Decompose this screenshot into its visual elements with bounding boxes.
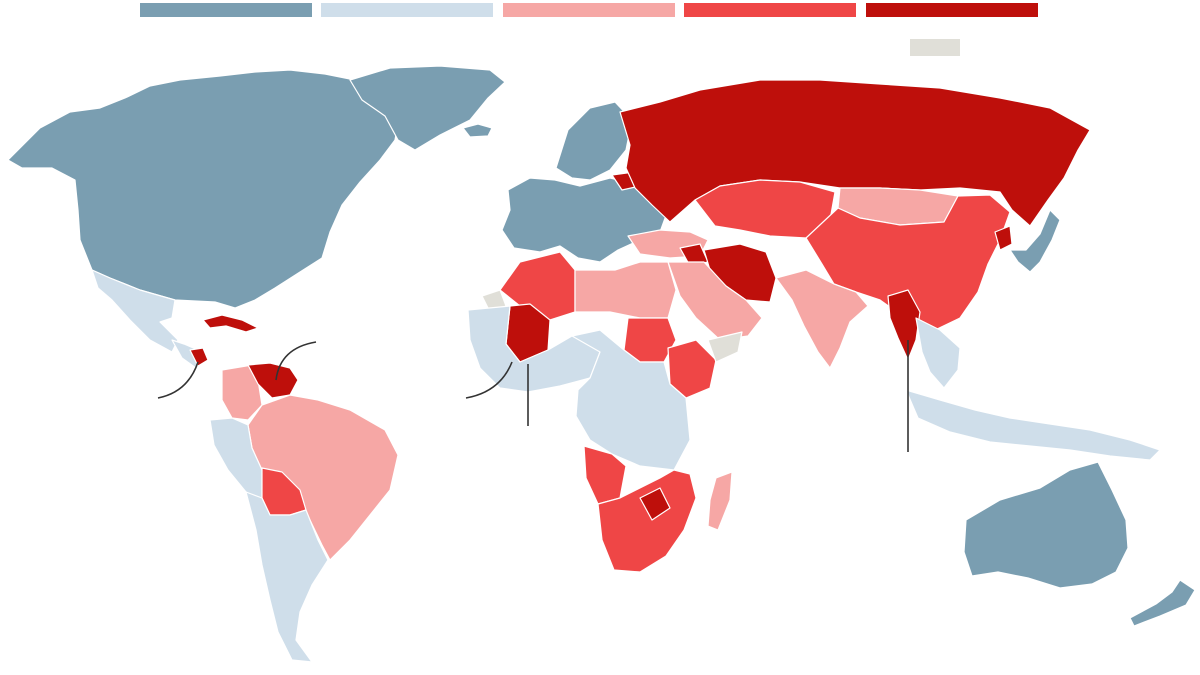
indonesia[interactable] <box>905 389 1161 461</box>
north-america[interactable] <box>7 69 401 309</box>
legend-swatch-4 <box>684 3 856 17</box>
callout-line-venezuela <box>275 341 317 381</box>
madagascar[interactable] <box>707 471 733 531</box>
legend-swatch-no-data <box>910 39 960 56</box>
legend-swatch-5 <box>866 3 1038 17</box>
kazakhstan[interactable] <box>694 179 836 239</box>
mexico[interactable] <box>91 269 179 353</box>
zimbabwe[interactable] <box>639 487 671 521</box>
legend-swatch-2 <box>321 3 493 17</box>
callout-line-west-africa <box>465 361 513 399</box>
nicaragua[interactable] <box>189 347 209 367</box>
cuba[interactable] <box>202 314 259 333</box>
iceland[interactable] <box>462 123 493 138</box>
callout-line-central-america <box>157 361 199 399</box>
australia[interactable] <box>963 461 1129 589</box>
greenland[interactable] <box>349 65 506 151</box>
callout-lines <box>157 340 909 452</box>
legend-swatch-1 <box>140 3 312 17</box>
libya-egypt[interactable] <box>574 261 677 319</box>
india[interactable] <box>775 269 869 369</box>
north-korea[interactable] <box>994 225 1013 251</box>
myanmar[interactable] <box>887 289 921 361</box>
venezuela[interactable] <box>247 362 299 399</box>
new-zealand[interactable] <box>1129 579 1196 627</box>
southeast-asia[interactable] <box>915 317 961 389</box>
southern-africa[interactable] <box>597 469 697 573</box>
japan-korea[interactable] <box>1009 209 1061 273</box>
somalia[interactable] <box>707 331 743 363</box>
argentina-chile[interactable] <box>245 491 329 663</box>
russia[interactable] <box>619 79 1091 227</box>
arabian-peninsula[interactable] <box>667 261 763 341</box>
legend-swatch-3 <box>503 3 675 17</box>
